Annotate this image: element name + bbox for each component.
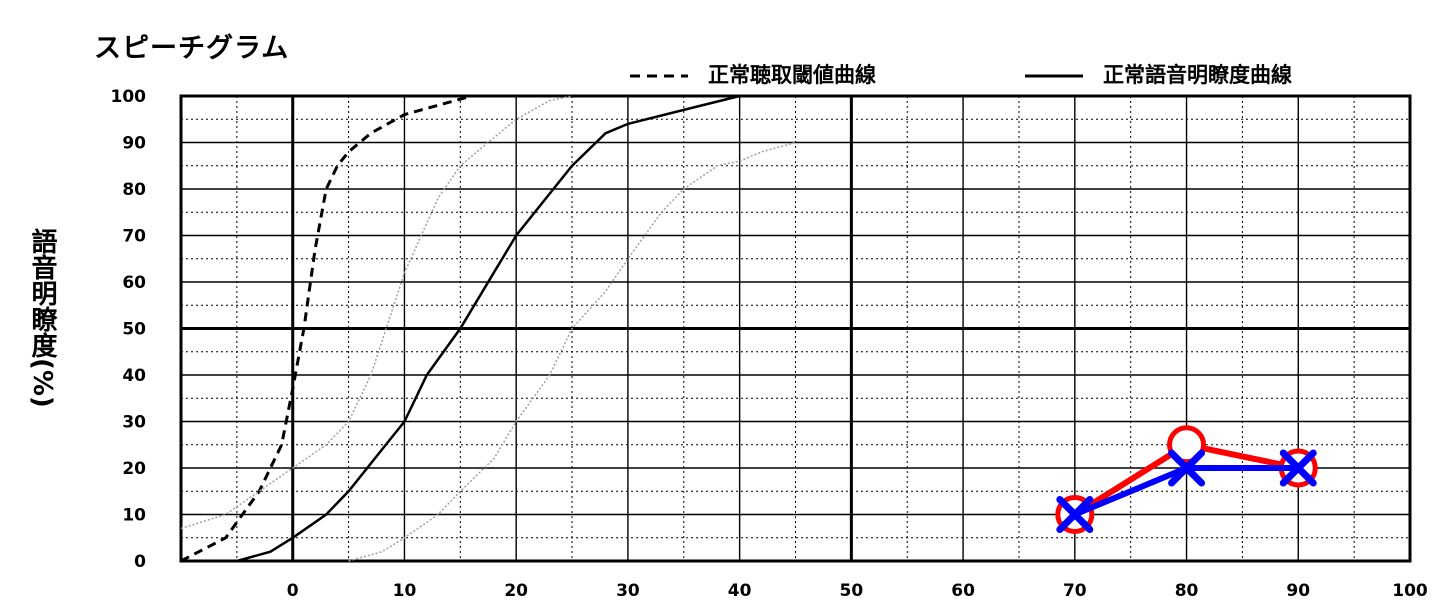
legend-label-articulation: 正常語音明瞭度曲線 (1103, 63, 1292, 87)
legend-solid-line-icon (1025, 74, 1083, 78)
legend-label-threshold: 正常聴取閾値曲線 (708, 63, 876, 87)
y-tick-label: 70 (122, 227, 146, 247)
x-tick-label: 0 (287, 581, 299, 601)
x-tick-label: 90 (1286, 581, 1310, 601)
x-tick-label: 40 (728, 581, 752, 601)
x-tick-label: 100 (1392, 581, 1428, 601)
legend-item-threshold: 正常聴取閾値曲線 (630, 60, 876, 90)
y-tick-label: 90 (122, 134, 146, 154)
x-tick-label: 60 (951, 581, 975, 601)
x-tick-label: 20 (504, 581, 528, 601)
normal-articulation-curve (236, 94, 740, 563)
y-tick-label: 40 (122, 366, 146, 386)
chart-title: スピーチグラム (94, 33, 290, 64)
x-tick-label: 70 (1063, 581, 1087, 601)
y-tick-label: 0 (134, 552, 146, 572)
legend-dashed-line-icon (630, 74, 688, 78)
red-circle-marker (1167, 425, 1207, 465)
plot-frame (179, 94, 1412, 563)
blue-cross-marker (1056, 496, 1094, 533)
y-tick-label: 50 (122, 320, 146, 340)
x-tick-label: 50 (840, 581, 864, 601)
y-tick-label: 20 (122, 459, 146, 479)
x-tick-label: 30 (616, 581, 640, 601)
reference-dotted-curve (348, 141, 796, 562)
y-tick-label: 10 (122, 506, 146, 526)
reference-dotted-curve (180, 95, 573, 530)
blue-cross-marker (1168, 449, 1206, 487)
blue-cross-marker (1279, 449, 1317, 487)
y-tick-label: 60 (122, 273, 146, 293)
x-tick-label: 80 (1175, 581, 1199, 601)
y-axis-label: 語音明瞭度(%) (27, 228, 57, 408)
x-tick-label: 10 (393, 581, 417, 601)
y-tick-label: 100 (111, 87, 147, 107)
y-tick-label: 80 (122, 180, 146, 200)
legend-item-articulation: 正常語音明瞭度曲線 (1025, 60, 1292, 90)
y-tick-label: 30 (122, 413, 146, 433)
